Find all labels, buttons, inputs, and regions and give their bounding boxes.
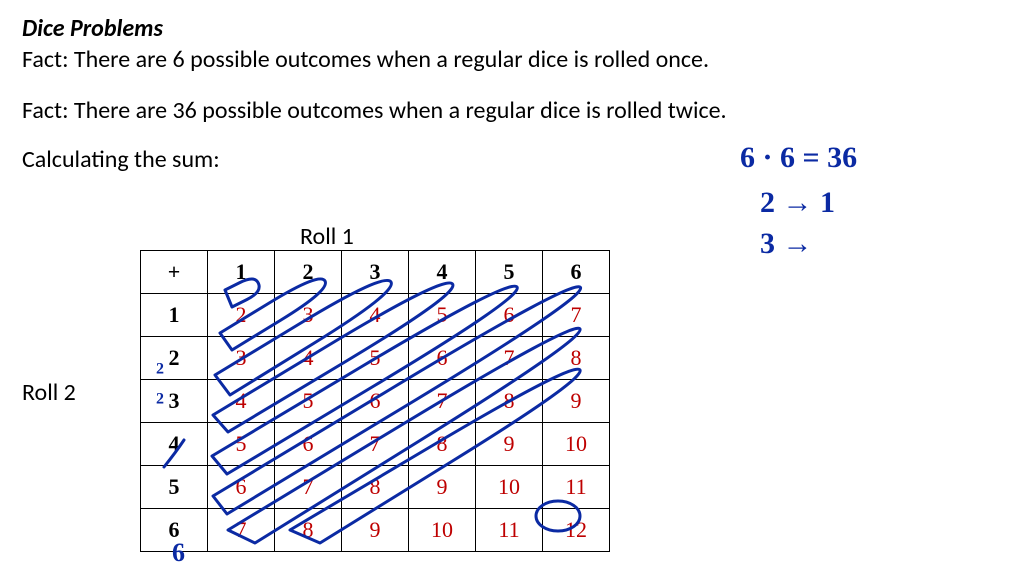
table-cell: 5 [342, 337, 409, 380]
table-cell: 6 [476, 294, 543, 337]
hand-note: 2 → 1 [760, 186, 835, 219]
table-cell: 6 [342, 380, 409, 423]
row-header: 4 [141, 423, 208, 466]
table-cell: 9 [409, 466, 476, 509]
fact-1: Fact: There are 6 possible outcomes when… [22, 45, 1024, 74]
table-cell: 3 [275, 294, 342, 337]
table-cell: 9 [543, 380, 610, 423]
calc-label: Calculating the sum: [22, 145, 1024, 174]
col-header: 6 [543, 251, 610, 294]
table-cell: 10 [476, 466, 543, 509]
row-header: 3 [141, 380, 208, 423]
table-cell: 7 [476, 337, 543, 380]
row-axis-label: Roll 2 [22, 378, 76, 407]
table-cell: 5 [409, 294, 476, 337]
table-cell: 5 [208, 423, 275, 466]
row-header: 6 [141, 509, 208, 552]
sum-table: +123456123456723456783456789456789105678… [140, 250, 610, 552]
row-header: 2 [141, 337, 208, 380]
table-corner: + [141, 251, 208, 294]
table-cell: 8 [476, 380, 543, 423]
col-header: 1 [208, 251, 275, 294]
row-header: 5 [141, 466, 208, 509]
col-header: 5 [476, 251, 543, 294]
table-cell: 8 [342, 466, 409, 509]
table-cell: 7 [275, 466, 342, 509]
table-cell: 10 [409, 509, 476, 552]
table-cell: 7 [208, 509, 275, 552]
col-header: 2 [275, 251, 342, 294]
table-cell: 7 [543, 294, 610, 337]
table-cell: 8 [275, 509, 342, 552]
table-cell: 4 [208, 380, 275, 423]
table-cell: 4 [275, 337, 342, 380]
table-cell: 7 [409, 380, 476, 423]
table-cell: 8 [409, 423, 476, 466]
table-cell: 3 [208, 337, 275, 380]
table-cell: 7 [342, 423, 409, 466]
table-cell: 12 [543, 509, 610, 552]
table-cell: 6 [208, 466, 275, 509]
table-cell: 10 [543, 423, 610, 466]
table-cell: 6 [409, 337, 476, 380]
table-cell: 8 [543, 337, 610, 380]
row-header: 1 [141, 294, 208, 337]
page-title: Dice Problems [22, 14, 1024, 43]
table-cell: 6 [275, 423, 342, 466]
hand-note: 3 → [760, 227, 813, 260]
fact-2: Fact: There are 36 possible outcomes whe… [22, 96, 1024, 125]
col-header: 4 [409, 251, 476, 294]
col-header: 3 [342, 251, 409, 294]
table-cell: 11 [543, 466, 610, 509]
table-cell: 9 [342, 509, 409, 552]
table-cell: 2 [208, 294, 275, 337]
table-cell: 5 [275, 380, 342, 423]
table-cell: 4 [342, 294, 409, 337]
table-cell: 11 [476, 509, 543, 552]
col-axis-label: Roll 1 [300, 222, 354, 251]
table-cell: 9 [476, 423, 543, 466]
